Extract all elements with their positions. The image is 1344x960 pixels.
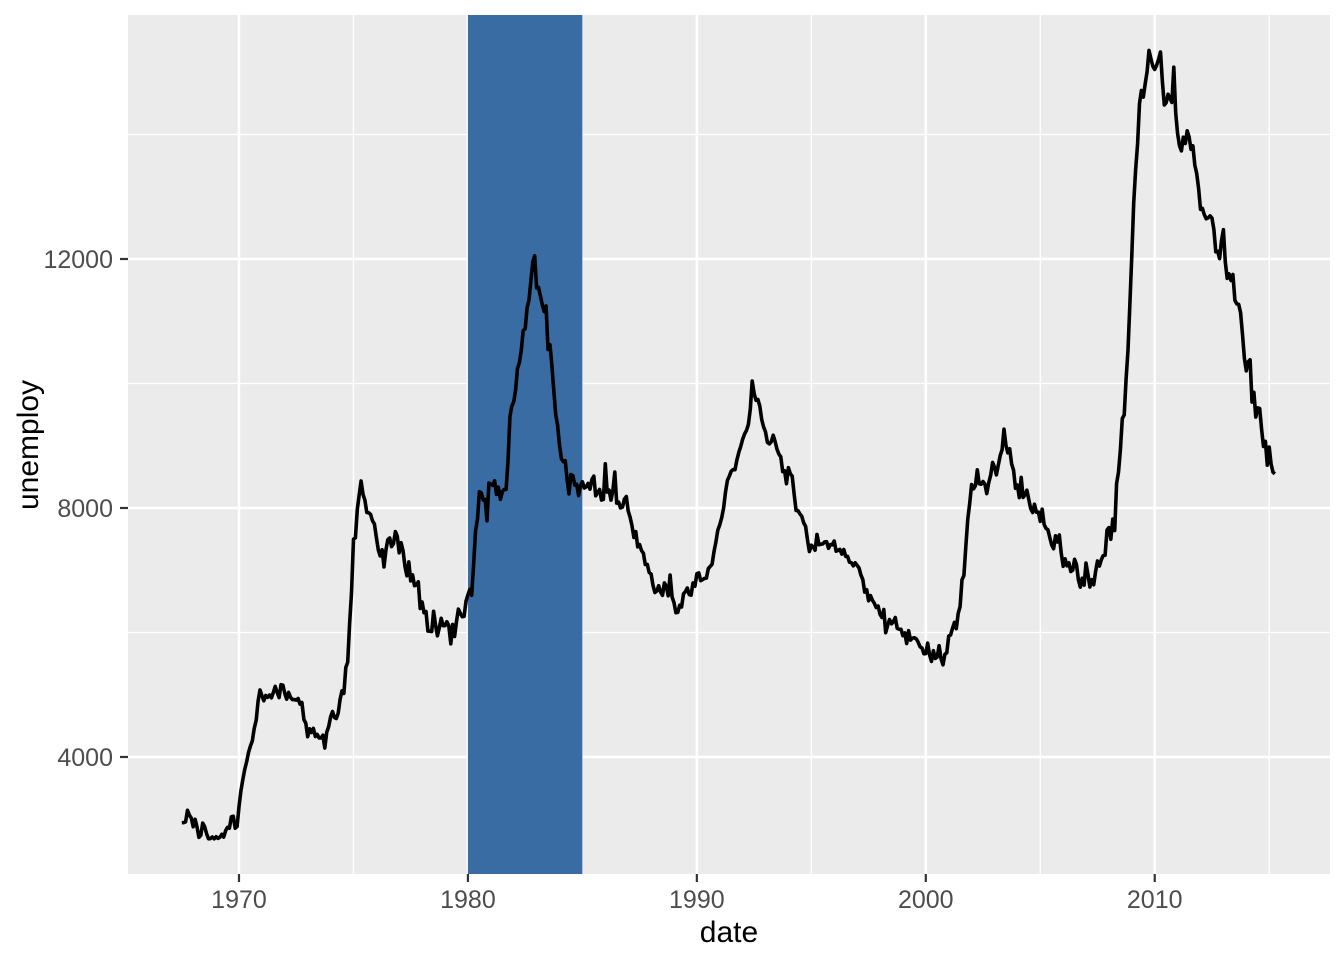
unemploy-line	[181, 48, 1277, 841]
x-tick-label: 2000	[898, 886, 954, 914]
panel-background	[128, 15, 1330, 874]
x-axis-tick-labels: 1970 1980 1990 2000 2010	[211, 886, 1182, 914]
y-axis-title: unemploy	[12, 380, 45, 510]
y-tick-label: 12000	[43, 246, 113, 274]
x-tick-label: 1990	[669, 886, 725, 914]
y-axis-tick-marks	[120, 257, 128, 759]
y-axis-tick-labels: 4000 8000 12000	[43, 246, 113, 772]
y-tick-label: 4000	[57, 744, 113, 772]
highlight-rect-1980-1985	[467, 15, 583, 874]
x-axis-tick-marks	[237, 874, 1156, 882]
x-axis-title: date	[700, 916, 758, 949]
x-tick-label: 1980	[440, 886, 496, 914]
y-tick-label: 8000	[57, 495, 113, 523]
x-tick-label: 1970	[211, 886, 267, 914]
x-tick-label: 2010	[1127, 886, 1183, 914]
